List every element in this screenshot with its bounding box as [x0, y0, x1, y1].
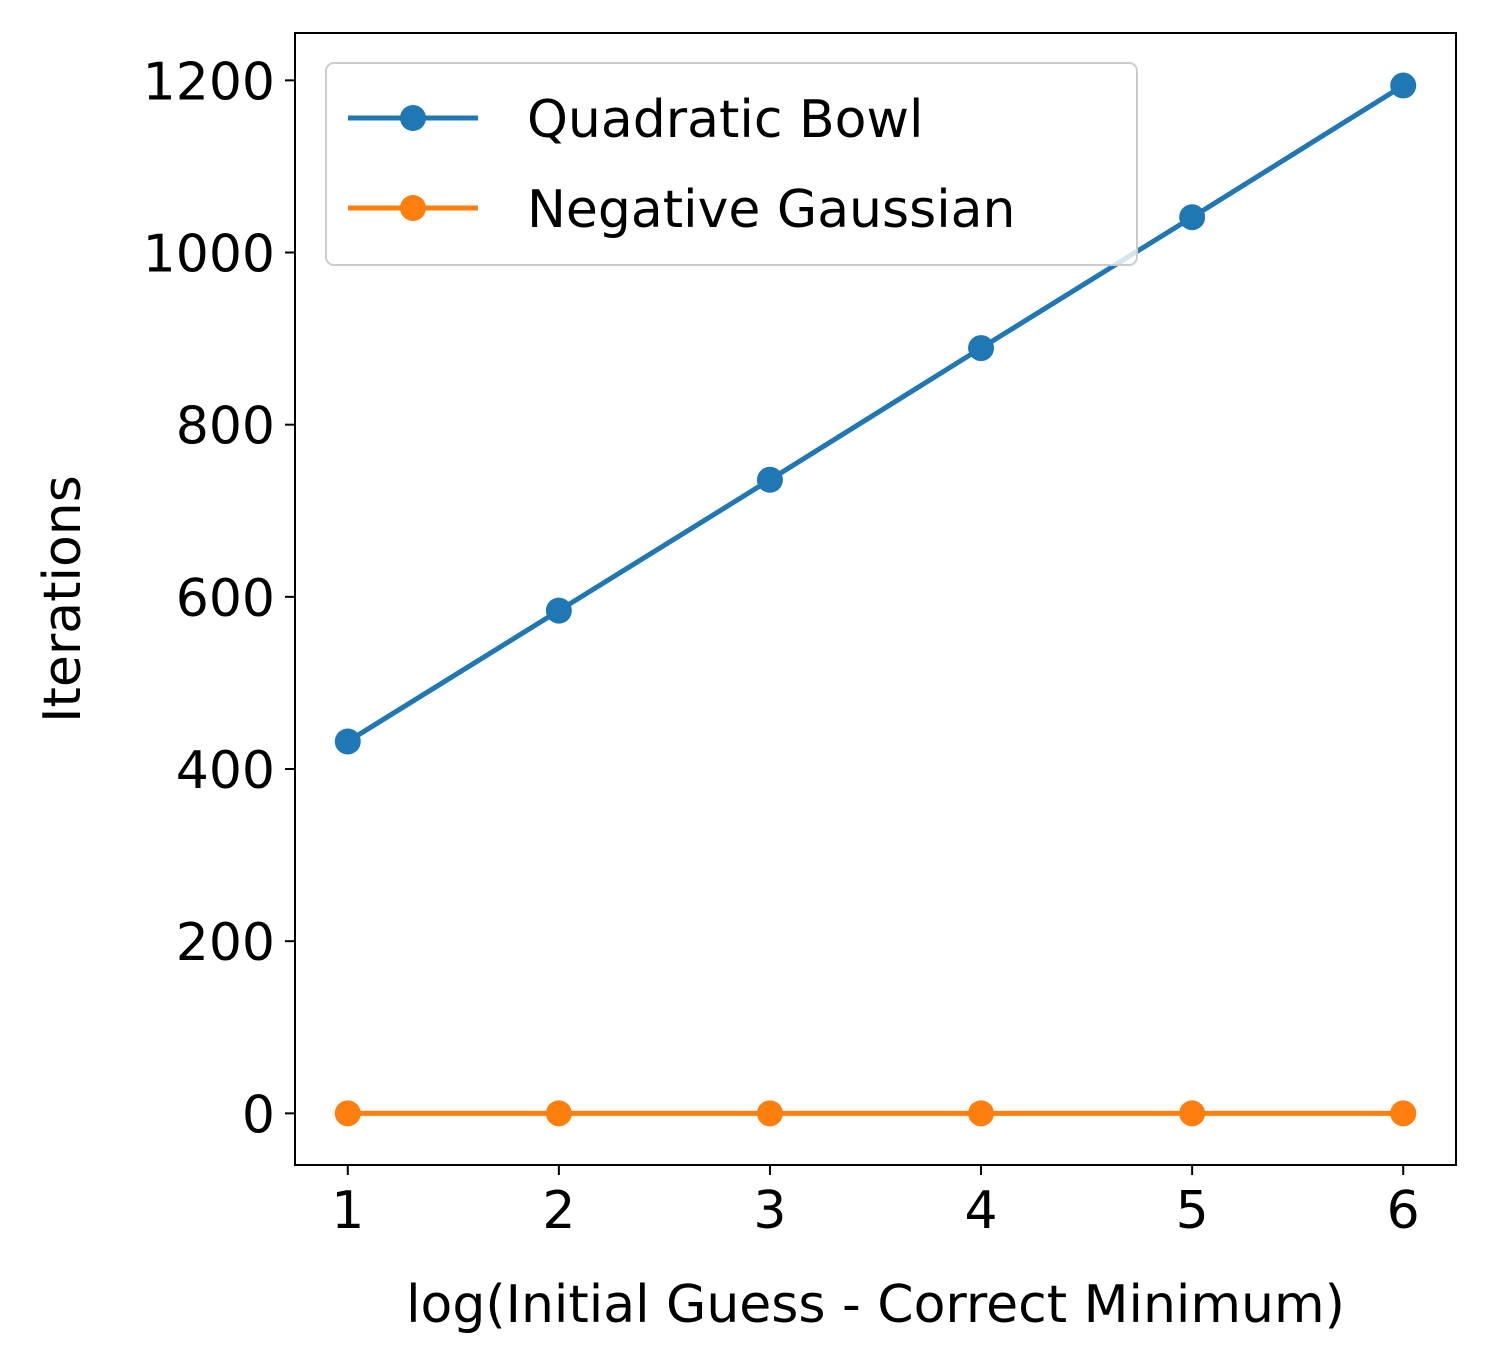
data-point — [1179, 1100, 1206, 1127]
data-point — [968, 1100, 995, 1127]
y-tick-label: 400 — [176, 741, 275, 801]
data-point — [756, 466, 783, 493]
series-1 — [334, 72, 1417, 755]
data-point — [1390, 1100, 1417, 1127]
axes-frame — [294, 32, 1457, 1166]
data-point — [334, 1100, 361, 1127]
series-2 — [334, 1100, 1417, 1127]
legend-label: Quadratic Bowl — [527, 90, 923, 150]
x-axis-label: log(Initial Guess - Correct Minimum) — [406, 1275, 1345, 1335]
y-tick-label: 600 — [176, 569, 275, 629]
legend-label: Negative Gaussian — [527, 180, 1015, 240]
y-tick-label: 1200 — [143, 52, 275, 112]
legend: Quadratic Bowl Negative Gaussian — [325, 62, 1138, 266]
data-point — [545, 597, 572, 624]
x-tick-label: 1 — [331, 1181, 364, 1241]
x-tick-label: 5 — [1176, 1181, 1209, 1241]
data-point — [968, 335, 995, 362]
x-tick-label: 2 — [542, 1181, 575, 1241]
y-tick-label: 200 — [176, 913, 275, 973]
data-point — [1179, 204, 1206, 231]
series-line — [346, 83, 1405, 744]
data-point — [756, 1100, 783, 1127]
legend-marker — [400, 195, 426, 221]
x-tick-label: 3 — [753, 1181, 786, 1241]
ticks-layer: 1 2 3 4 5 6 0 200 400 600 800 1000 1200 — [143, 52, 1420, 1241]
data-point — [545, 1100, 572, 1127]
data-point — [334, 728, 361, 755]
y-axis-label: Iterations — [33, 475, 93, 723]
x-tick-label: 6 — [1387, 1181, 1420, 1241]
legend-box — [325, 62, 1138, 266]
data-point — [1390, 72, 1417, 99]
marks-layer — [334, 72, 1417, 1127]
y-tick-label: 1000 — [143, 225, 275, 285]
legend-marker — [400, 105, 426, 131]
y-tick-label: 800 — [176, 397, 275, 457]
y-tick-label: 0 — [242, 1085, 275, 1145]
x-tick-label: 4 — [964, 1181, 997, 1241]
